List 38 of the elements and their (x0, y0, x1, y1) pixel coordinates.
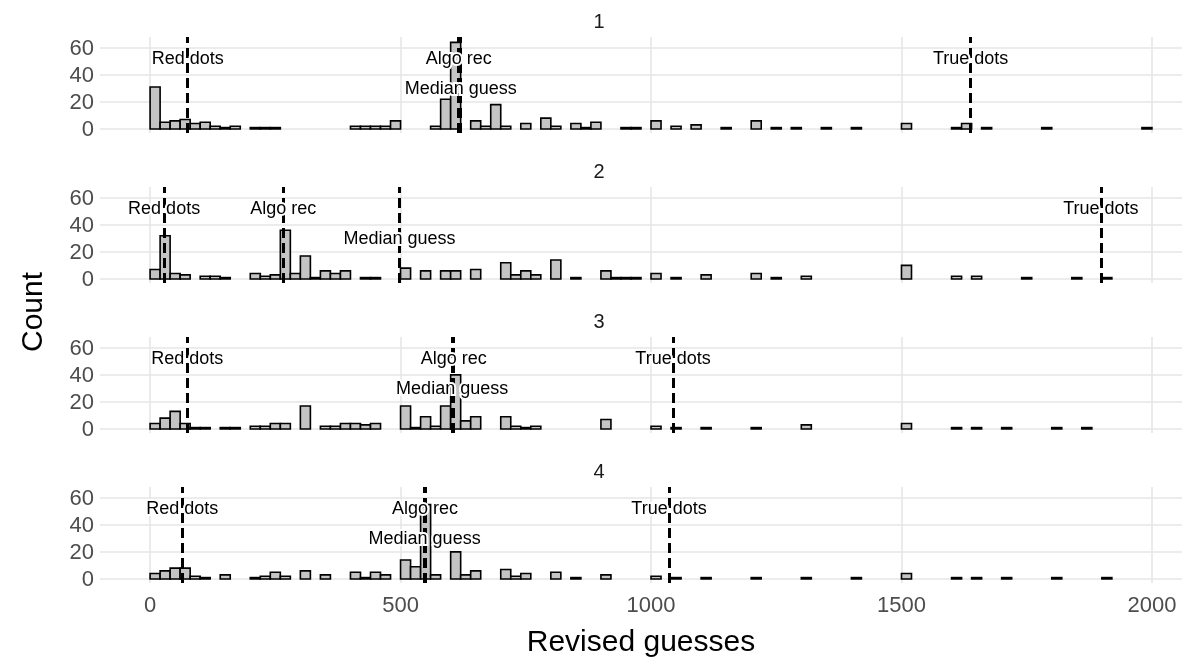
y-tick-label: 40 (69, 362, 94, 388)
ref-line-label: Median guess (343, 228, 456, 249)
y-tick-label: 60 (69, 185, 94, 211)
ref-line-label: True dots (1063, 198, 1139, 219)
ref-line-label: Red dots (146, 498, 219, 519)
x-tick-label: 500 (382, 591, 419, 617)
ref-line-label: Algo rec (250, 198, 317, 219)
y-tick-label: 60 (69, 485, 94, 511)
ref-line-label: Red dots (151, 48, 224, 69)
chart-title: 3 (593, 310, 605, 332)
y-tick-label: 0 (81, 116, 94, 142)
chart-title: 4 (593, 460, 605, 482)
y-tick-label: 20 (69, 539, 94, 565)
y-tick-label: 0 (81, 566, 94, 592)
ref-line-label: Algo rec (420, 348, 487, 369)
x-axis-title: Revised guesses (526, 623, 756, 657)
y-tick-label: 0 (81, 266, 94, 292)
y-tick-label: 40 (69, 512, 94, 538)
y-tick-label: 20 (69, 89, 94, 115)
ref-line-label: Red dots (151, 348, 224, 369)
y-axis-title: Count (15, 271, 50, 353)
ref-line-label: True dots (635, 348, 711, 369)
y-tick-label: 20 (69, 239, 94, 265)
ref-line-label: Red dots (128, 198, 201, 219)
y-tick-label: 60 (69, 335, 94, 361)
chart-title: 1 (593, 10, 605, 32)
x-tick-label: 1500 (877, 591, 926, 617)
y-tick-label: 40 (69, 62, 94, 88)
x-tick-label: 2000 (1127, 591, 1177, 617)
x-tick-label: 0 (143, 591, 157, 617)
y-tick-label: 0 (81, 416, 94, 442)
y-tick-label: 40 (69, 212, 94, 238)
y-tick-label: 20 (69, 389, 94, 415)
y-tick-label: 60 (69, 35, 94, 61)
x-tick-label: 1000 (626, 591, 676, 617)
chart-title: 2 (593, 160, 605, 182)
ref-line-label: True dots (932, 48, 1009, 69)
ref-line-label: True dots (631, 498, 707, 519)
